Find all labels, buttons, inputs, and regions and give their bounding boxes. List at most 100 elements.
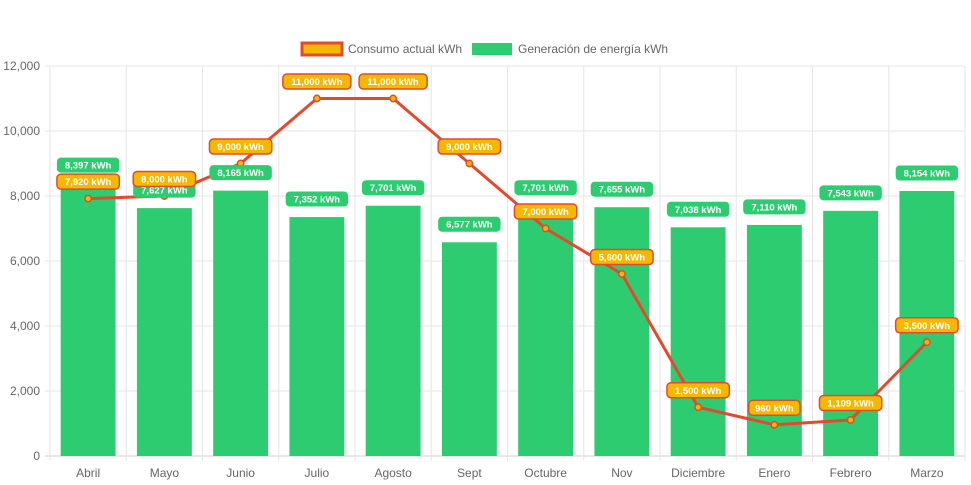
line-point[interactable] [312, 94, 321, 103]
line-value-label: 3,500 kWh [894, 317, 959, 334]
x-tick-label: Agosto [374, 466, 412, 480]
bar[interactable] [441, 242, 497, 456]
line-value-label-text: 7,920 kWh [65, 177, 112, 188]
line-value-label-bg [208, 138, 273, 155]
x-tick-label: Julio [305, 466, 330, 480]
line-value-label: 1,500 kWh [666, 382, 731, 399]
bar-value-label: 7,655 kWh [590, 181, 654, 197]
legend-item-generation[interactable]: Generación de energía kWh [472, 42, 668, 56]
line-value-label-bg [282, 73, 352, 90]
line-point[interactable] [770, 420, 779, 429]
bar[interactable] [136, 208, 192, 456]
bar-value-label-text: 7,627 kWh [141, 186, 188, 197]
line-value-label-text: 5,600 kWh [599, 253, 646, 264]
line-point[interactable] [846, 416, 855, 424]
generation-bars [60, 183, 955, 456]
line-point[interactable] [617, 270, 626, 278]
bar-value-label-bg [819, 185, 882, 201]
x-tick-label: Enero [758, 466, 790, 480]
line-value-label-text: 9,000 kWh [217, 142, 264, 153]
x-tick-label: Marzo [910, 466, 944, 480]
line-point[interactable] [694, 403, 703, 412]
bar-value-label: 7,038 kWh [666, 201, 730, 217]
bar-value-label-bg [743, 199, 806, 215]
x-tick-label: Sept [457, 466, 482, 480]
bar[interactable] [594, 207, 650, 456]
bar-value-label-text: 8,154 kWh [904, 168, 951, 179]
bar-value-label-bg [895, 165, 959, 181]
bar[interactable] [518, 205, 574, 456]
line-value-label-text: 960 kWh [755, 403, 794, 414]
y-tick-label: 0 [33, 449, 40, 463]
line-point[interactable] [922, 338, 931, 347]
bar-value-label-text: 8,165 kWh [217, 168, 264, 179]
line-value-label-bg [437, 138, 502, 155]
data-labels: 8,397 kWh 7,627 kWh 8,165 kWh 7,352 kWh 7,70… [56, 73, 959, 417]
line-value-label: 1,109 kWh [818, 394, 883, 412]
bar-value-label-bg [361, 180, 425, 196]
line-value-label: 11,000 kWh [282, 73, 352, 90]
line-value-label-bg [513, 203, 578, 220]
line-value-label-text: 3,500 kWh [904, 321, 951, 332]
line-value-label-bg [748, 399, 801, 417]
line-value-label-text: 1,500 kWh [675, 386, 722, 397]
y-tick-label: 8,000 [10, 189, 40, 203]
line-value-label-text: 11,000 kWh [291, 77, 342, 88]
y-tick-label: 2,000 [10, 384, 40, 398]
line-value-label-bg [358, 73, 428, 90]
line-value-label-bg [589, 248, 654, 266]
bar-value-label: 7,701 kWh [514, 180, 577, 196]
bar-value-label: 8,154 kWh [895, 165, 959, 181]
legend: Consumo actual kWh Generación de energía… [300, 41, 668, 57]
line-point[interactable] [389, 94, 398, 103]
bar-value-label-text: 7,543 kWh [827, 188, 874, 199]
bar-value-label: 7,110 kWh [743, 199, 806, 215]
line-value-label-bg [56, 173, 121, 190]
bar-value-label-text: 7,701 kWh [370, 183, 417, 194]
y-tick-label: 4,000 [10, 319, 40, 333]
bar-value-label: 7,701 kWh [361, 180, 425, 196]
bar-value-label: 7,543 kWh [819, 185, 882, 201]
bar[interactable] [823, 210, 879, 456]
line-value-label-text: 9,000 kWh [446, 142, 493, 153]
line-point[interactable] [84, 194, 93, 203]
axes: 0 2,000 4,000 6,000 8,000 10,000 12,000 Abril Ma… [3, 59, 944, 480]
y-tick-label: 12,000 [3, 59, 40, 73]
x-tick-label: Diciembre [671, 466, 725, 480]
line-value-label: 960 kWh [748, 399, 801, 417]
bar[interactable] [670, 227, 726, 456]
line-value-label: 5,600 kWh [589, 248, 654, 266]
x-tick-label: Abril [76, 466, 100, 480]
line-value-label-text: 8,000 kWh [141, 175, 188, 186]
bar-value-label-bg [666, 201, 730, 217]
x-tick-label: Febrero [830, 466, 872, 480]
legend-swatch-consumption [300, 41, 344, 57]
bar[interactable] [746, 224, 802, 456]
line-value-label-text: 1,109 kWh [827, 398, 874, 409]
x-tick-label: Octubre [524, 466, 567, 480]
bar[interactable] [289, 217, 345, 456]
legend-label-generation: Generación de energía kWh [518, 42, 668, 56]
line-value-label-bg [818, 394, 883, 412]
bar[interactable] [60, 183, 116, 456]
bar-value-label-text: 7,701 kWh [522, 183, 569, 194]
line-point[interactable] [541, 224, 550, 233]
bar-value-label: 8,165 kWh [209, 165, 272, 181]
bar-value-label-text: 6,577 kWh [446, 220, 493, 231]
legend-swatch-generation [472, 43, 512, 55]
bar-value-label: 8,397 kWh [56, 157, 120, 173]
bar[interactable] [213, 190, 269, 456]
line-value-label: 11,000 kWh [358, 73, 428, 90]
y-tick-label: 10,000 [3, 124, 40, 138]
line-value-label: 9,000 kWh [437, 138, 502, 155]
bar-value-label-bg [514, 180, 577, 196]
bar[interactable] [365, 205, 421, 456]
line-value-label: 7,920 kWh [56, 173, 121, 190]
line-value-label-bg [894, 317, 959, 334]
legend-label-consumption: Consumo actual kWh [348, 42, 462, 56]
line-value-label-bg [666, 382, 731, 399]
line-value-label-text: 11,000 kWh [368, 77, 419, 88]
legend-item-consumption[interactable]: Consumo actual kWh [300, 41, 462, 57]
line-point[interactable] [465, 159, 474, 168]
